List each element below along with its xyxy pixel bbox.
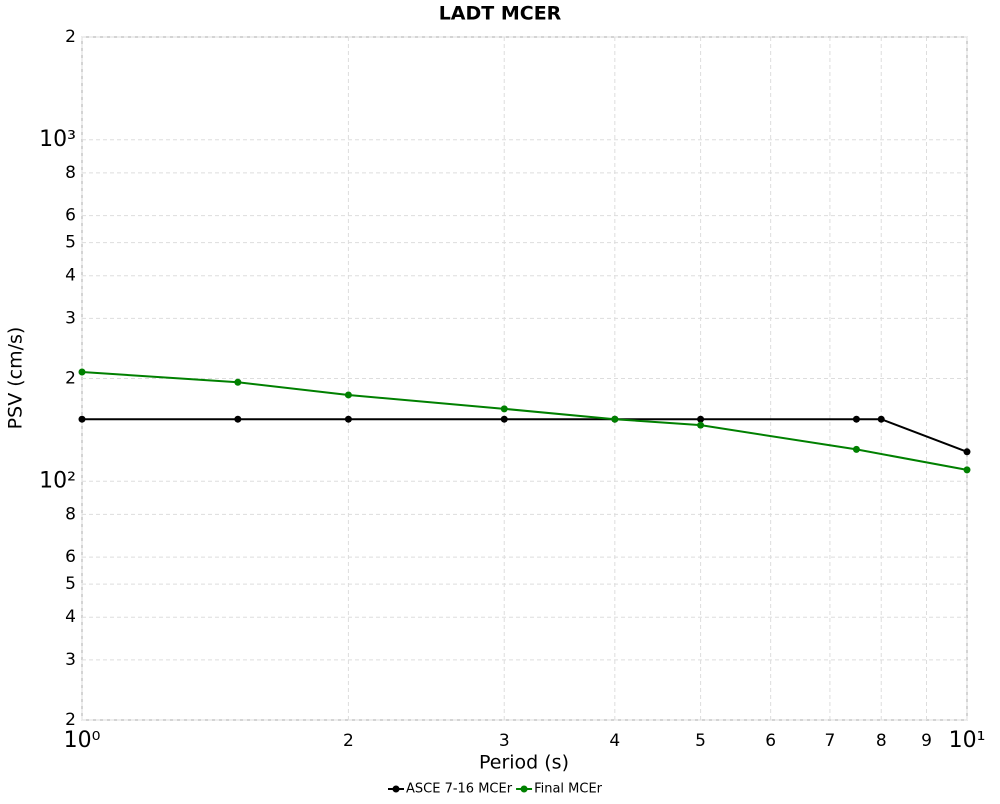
data-point — [852, 445, 860, 453]
legend-marker — [392, 785, 400, 793]
grid — [81, 36, 968, 721]
y-tick-label: 2 — [65, 369, 76, 389]
y-tick-label: 10³ — [39, 127, 76, 152]
data-point — [344, 391, 352, 399]
series-line — [81, 370, 968, 471]
y-tick-label: 8 — [65, 504, 76, 524]
x-tick-label: 3 — [499, 731, 510, 751]
y-tick-label: 6 — [65, 206, 76, 226]
data-point — [344, 415, 352, 423]
data-point — [78, 368, 86, 376]
y-axis-label: PSV (cm/s) — [5, 327, 27, 430]
y-tick-label: 3 — [65, 650, 76, 670]
chart-title: LADT MCER — [439, 3, 562, 25]
x-tick-label: 5 — [695, 731, 706, 751]
legend-label: ASCE 7-16 MCEr — [406, 782, 513, 797]
y-tick-label: 6 — [65, 547, 76, 567]
x-tick-label: 9 — [921, 731, 932, 751]
data-point — [697, 415, 705, 423]
legend-item: Final MCEr — [516, 782, 603, 797]
y-tick-label: 3 — [65, 308, 76, 328]
y-tick-label: 5 — [65, 574, 76, 594]
data-point — [963, 466, 971, 474]
data-point — [234, 378, 242, 386]
y-tick-label: 2 — [65, 27, 76, 47]
y-tick-label: 4 — [65, 266, 76, 286]
x-tick-label: 4 — [609, 731, 620, 751]
y-tick-label: 5 — [65, 233, 76, 253]
x-tick-label: 10⁰ — [64, 728, 101, 753]
x-tick-label: 7 — [824, 731, 835, 751]
data-point — [611, 415, 619, 423]
y-tick-label: 2 — [65, 710, 76, 730]
x-tick-label: 10¹ — [949, 728, 986, 753]
legend-marker — [520, 785, 528, 793]
data-point — [852, 415, 860, 423]
data-point — [500, 415, 508, 423]
legend-label: Final MCEr — [534, 782, 603, 797]
y-tick-label: 8 — [65, 163, 76, 183]
x-tick-label: 6 — [765, 731, 776, 751]
x-axis-label: Period (s) — [479, 752, 569, 774]
x-tick-label: 8 — [876, 731, 887, 751]
y-tick-label: 10² — [39, 468, 76, 493]
data-point — [877, 415, 885, 423]
legend-item: ASCE 7-16 MCEr — [388, 782, 513, 797]
y-tick-label: 4 — [65, 607, 76, 627]
data-point — [78, 415, 86, 423]
x-tick-label: 2 — [343, 731, 354, 751]
data-point — [500, 405, 508, 413]
data-point — [234, 415, 242, 423]
series-layer — [78, 368, 971, 474]
data-point — [697, 421, 705, 429]
data-point — [963, 448, 971, 456]
